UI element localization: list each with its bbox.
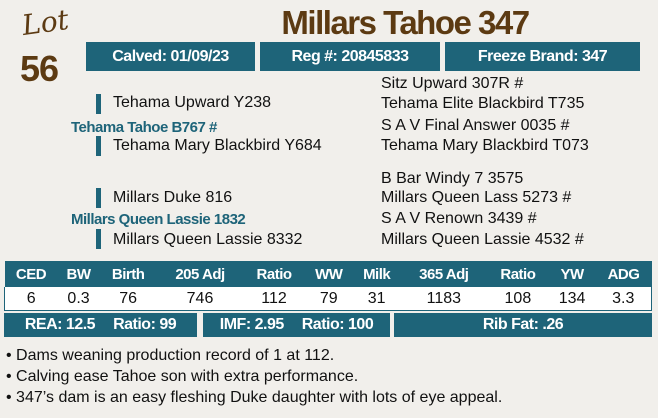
note-item: • 347’s dam is an easy fleshing Duke dau… — [6, 389, 503, 406]
dam-sire-dam: Millars Queen Lass 5273 # — [381, 189, 572, 206]
lot-label: Lot — [19, 2, 71, 43]
epd-header-row: CED BW Birth 205 Adj Ratio WW Milk 365 A… — [4, 261, 652, 287]
lot-number: 56 — [20, 48, 59, 89]
epd-header: WW — [304, 261, 353, 287]
epd-header: Ratio — [243, 261, 305, 287]
rea-value: REA: 12.5 — [24, 316, 96, 333]
sire-dam: Tehama Mary Blackbird Y684 — [113, 137, 322, 154]
dam-sire: Millars Duke 816 — [113, 189, 233, 206]
pedigree-bracket — [96, 188, 101, 208]
rea-box: REA: 12.5 Ratio: 99 — [4, 313, 197, 337]
epd-value-row: 6 0.3 76 746 112 79 31 1183 108 134 3.3 — [4, 287, 652, 311]
pedigree-bracket — [96, 136, 101, 156]
epd-value: 6 — [4, 287, 58, 311]
epd-header: CED — [4, 261, 58, 287]
epd-value: 31 — [352, 287, 401, 311]
imf-value: IMF: 2.95 — [219, 316, 284, 333]
registration-number: Reg #: 20845833 — [260, 42, 440, 71]
dam-sire-sire: B Bar Windy 7 3575 — [381, 170, 524, 187]
epd-header: Birth — [99, 261, 157, 287]
epd-value: 3.3 — [595, 287, 652, 311]
sire-dam-sire: S A V Final Answer 0035 # — [381, 117, 570, 134]
dam-dam-dam: Millars Queen Lassie 4532 # — [381, 231, 584, 248]
epd-value: 108 — [487, 287, 549, 311]
sire-sire-sire: Sitz Upward 307R # — [381, 75, 524, 92]
sire-sire-dam: Tehama Elite Blackbird T735 — [381, 95, 585, 112]
imf-box: IMF: 2.95 Ratio: 100 — [203, 313, 390, 337]
dam: Millars Queen Lassie 1832 — [71, 211, 246, 228]
epd-header: Ratio — [487, 261, 549, 287]
sire-dam-dam: Tehama Mary Blackbird T073 — [381, 137, 589, 154]
pedigree-bracket — [96, 229, 101, 249]
sire-sire: Tehama Upward Y238 — [113, 94, 272, 111]
epd-header: 365 Adj — [400, 261, 488, 287]
epd-header: Milk — [352, 261, 401, 287]
rib-fat-value: Rib Fat: .26 — [482, 316, 564, 333]
epd-header: BW — [57, 261, 100, 287]
imf-ratio: Ratio: 100 — [301, 316, 374, 333]
epd-value: 76 — [99, 287, 157, 311]
calved-date: Calved: 01/09/23 — [86, 42, 255, 71]
epd-header: YW — [548, 261, 596, 287]
epd-value: 0.3 — [57, 287, 100, 311]
epd-header: ADG — [595, 261, 652, 287]
epd-table: CED BW Birth 205 Adj Ratio WW Milk 365 A… — [4, 261, 652, 311]
epd-value: 1183 — [400, 287, 488, 311]
freeze-brand: Freeze Brand: 347 — [445, 42, 640, 71]
epd-value: 112 — [243, 287, 305, 311]
rib-fat-box: Rib Fat: .26 — [394, 313, 652, 337]
note-item: • Calving ease Tahoe son with extra perf… — [6, 368, 359, 385]
epd-value: 134 — [548, 287, 596, 311]
page-title: Millars Tahoe 347 — [281, 4, 530, 41]
sire: Tehama Tahoe B767 # — [71, 119, 217, 136]
rea-ratio: Ratio: 99 — [113, 316, 177, 333]
epd-value: 746 — [156, 287, 244, 311]
dam-dam-sire: S A V Renown 3439 # — [381, 210, 537, 227]
epd-value: 79 — [304, 287, 353, 311]
epd-header: 205 Adj — [156, 261, 244, 287]
dam-dam: Millars Queen Lassie 8332 — [113, 231, 303, 248]
note-item: • Dams weaning production record of 1 at… — [6, 347, 335, 364]
pedigree-bracket — [96, 94, 101, 114]
